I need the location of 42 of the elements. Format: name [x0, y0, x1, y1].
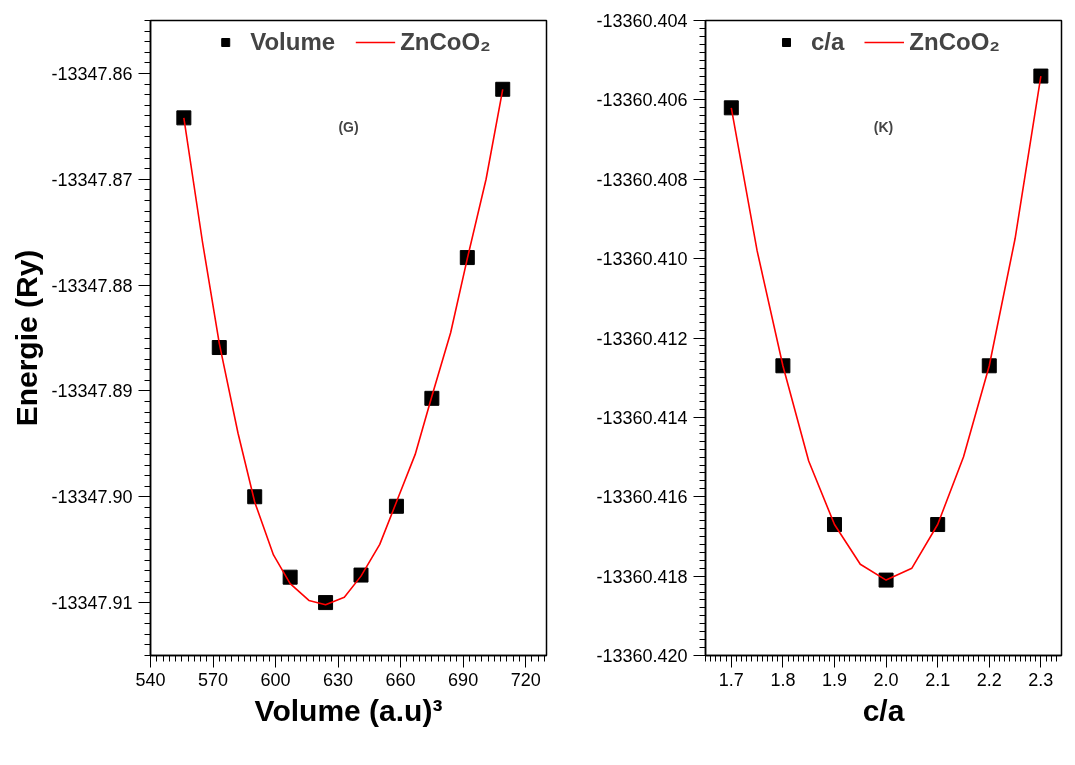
- y-tick-label: -13347.90: [51, 487, 133, 508]
- x-tick-label: 630: [323, 669, 354, 690]
- y-tick-label: -13360.420: [596, 646, 688, 666]
- x-tick-label: 660: [385, 669, 416, 690]
- x-tick-label: 720: [510, 669, 541, 690]
- x-tick-label: 2.3: [1028, 669, 1054, 690]
- x-tick-label: 1.8: [770, 669, 796, 690]
- point: [495, 81, 511, 97]
- x-axis-title: Volume (a.u)³: [254, 693, 443, 727]
- x-tick-label: 1.7: [718, 669, 744, 690]
- point: [723, 100, 739, 116]
- legend-label: Volume: [250, 28, 336, 56]
- x-tick-label: 1.9: [821, 669, 848, 690]
- x-tick-label: 690: [448, 669, 479, 690]
- y-tick-label: -13360.406: [596, 90, 688, 111]
- x-tick-label: 540: [135, 669, 166, 690]
- x-axis-title: c/a: [862, 693, 905, 727]
- y-tick-label: -13360.408: [596, 169, 688, 190]
- point: [176, 110, 192, 126]
- y-tick-label: -13360.418: [596, 566, 688, 587]
- legend-label: c/a: [810, 28, 845, 56]
- y-tick-label: -13347.89: [51, 381, 133, 402]
- y-tick-label: -13347.87: [51, 169, 133, 190]
- x-tick-label: 2.1: [925, 669, 951, 690]
- legend-label: ZnCoO₂: [909, 28, 1001, 56]
- annotation: (G): [338, 118, 359, 135]
- y-tick-label: -13360.416: [596, 487, 688, 508]
- x-tick-label: 2.0: [873, 669, 899, 690]
- y-tick-label: -13360.412: [596, 328, 688, 349]
- x-tick-label: 2.2: [976, 669, 1002, 690]
- y-axis-title: Energie (Ry): [10, 249, 44, 427]
- y-tick-label: -13360.404: [596, 11, 688, 31]
- x-tick-label: 570: [198, 669, 229, 690]
- y-tick-label: -13347.88: [51, 275, 133, 296]
- y-tick-label: -13360.414: [596, 407, 688, 428]
- legend-label: ZnCoO₂: [400, 28, 491, 56]
- point: [1033, 68, 1049, 84]
- y-tick-label: -13347.86: [51, 63, 133, 84]
- y-tick-label: -13347.91: [51, 593, 133, 614]
- y-tick-label: -13360.410: [596, 249, 688, 270]
- annotation: (K): [873, 118, 894, 135]
- x-tick-label: 600: [260, 669, 291, 690]
